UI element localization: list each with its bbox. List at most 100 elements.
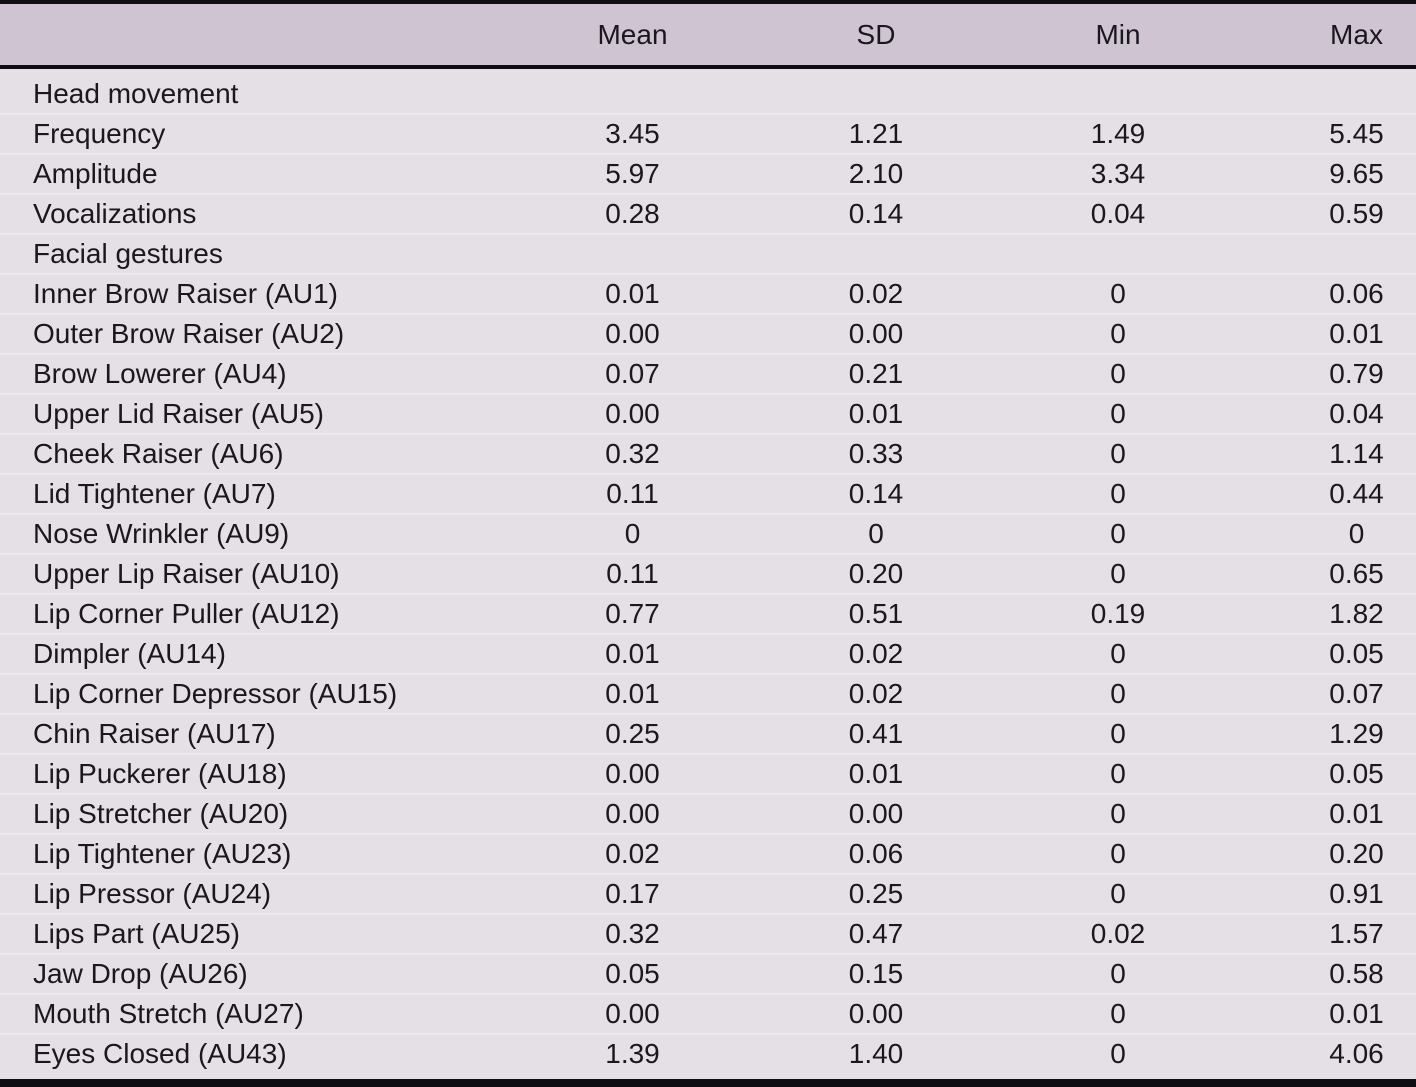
table-row: Chin Raiser (AU17) 0.25 0.41 0 1.29 — [0, 713, 1416, 754]
row-label: Inner Brow Raiser (AU1) — [0, 273, 510, 314]
cell-max: 0.20 — [1239, 833, 1416, 874]
cell-sd: 0 — [755, 513, 997, 554]
table-bottom-rule — [0, 1079, 1416, 1087]
section-label: Head movement — [0, 67, 510, 114]
row-label: Upper Lip Raiser (AU10) — [0, 553, 510, 594]
cell-min: 0 — [997, 833, 1239, 874]
cell-max: 0.07 — [1239, 673, 1416, 714]
row-label: Lips Part (AU25) — [0, 913, 510, 954]
table-row: Jaw Drop (AU26) 0.05 0.15 0 0.58 — [0, 953, 1416, 994]
column-header-min: Min — [997, 4, 1239, 69]
section-row: Head movement — [0, 67, 1416, 114]
cell-sd — [755, 67, 997, 114]
cell-min: 0.19 — [997, 593, 1239, 634]
table-row: Upper Lip Raiser (AU10) 0.11 0.20 0 0.65 — [0, 553, 1416, 594]
cell-mean: 3.45 — [510, 113, 755, 154]
cell-mean: 1.39 — [510, 1033, 755, 1079]
cell-sd: 1.40 — [755, 1033, 997, 1079]
cell-max: 4.06 — [1239, 1033, 1416, 1079]
cell-mean: 0.32 — [510, 433, 755, 474]
cell-min: 0 — [997, 513, 1239, 554]
cell-mean: 0.00 — [510, 313, 755, 354]
cell-max — [1239, 233, 1416, 274]
cell-max: 0.91 — [1239, 873, 1416, 914]
cell-min: 0 — [997, 793, 1239, 834]
row-label: Amplitude — [0, 153, 510, 194]
cell-sd: 0.00 — [755, 313, 997, 354]
cell-min: 0 — [997, 273, 1239, 314]
cell-max: 1.82 — [1239, 593, 1416, 634]
cell-max: 0.59 — [1239, 193, 1416, 234]
cell-max: 0.58 — [1239, 953, 1416, 994]
cell-max: 0.04 — [1239, 393, 1416, 434]
cell-mean: 0.01 — [510, 673, 755, 714]
cell-sd: 0.25 — [755, 873, 997, 914]
row-label: Lid Tightener (AU7) — [0, 473, 510, 514]
table-row: Lip Pressor (AU24) 0.17 0.25 0 0.91 — [0, 873, 1416, 914]
cell-max: 1.29 — [1239, 713, 1416, 754]
section-row: Facial gestures — [0, 233, 1416, 274]
section-label: Facial gestures — [0, 233, 510, 274]
cell-max: 0.01 — [1239, 993, 1416, 1034]
cell-max: 0.05 — [1239, 753, 1416, 794]
table-row: Nose Wrinkler (AU9) 0 0 0 0 — [0, 513, 1416, 554]
cell-mean — [510, 233, 755, 274]
row-label: Upper Lid Raiser (AU5) — [0, 393, 510, 434]
cell-min: 0 — [997, 633, 1239, 674]
table-row: Outer Brow Raiser (AU2) 0.00 0.00 0 0.01 — [0, 313, 1416, 354]
row-label: Lip Corner Puller (AU12) — [0, 593, 510, 634]
cell-sd — [755, 233, 997, 274]
cell-min: 0 — [997, 553, 1239, 594]
cell-mean: 0.00 — [510, 393, 755, 434]
cell-max — [1239, 67, 1416, 114]
cell-mean: 0.11 — [510, 473, 755, 514]
table-row: Frequency 3.45 1.21 1.49 5.45 — [0, 113, 1416, 154]
table-row: Lip Stretcher (AU20) 0.00 0.00 0 0.01 — [0, 793, 1416, 834]
table-row: Mouth Stretch (AU27) 0.00 0.00 0 0.01 — [0, 993, 1416, 1034]
cell-mean: 0.17 — [510, 873, 755, 914]
cell-min: 0 — [997, 753, 1239, 794]
cell-max: 0 — [1239, 513, 1416, 554]
table-row: Lip Corner Puller (AU12) 0.77 0.51 0.19 1.82 — [0, 593, 1416, 634]
row-label: Lip Stretcher (AU20) — [0, 793, 510, 834]
cell-max: 1.14 — [1239, 433, 1416, 474]
row-label: Lip Tightener (AU23) — [0, 833, 510, 874]
cell-sd: 0.02 — [755, 673, 997, 714]
cell-max: 0.01 — [1239, 793, 1416, 834]
cell-min: 0 — [997, 353, 1239, 394]
cell-sd: 0.21 — [755, 353, 997, 394]
cell-min — [997, 67, 1239, 114]
row-label: Mouth Stretch (AU27) — [0, 993, 510, 1034]
cell-sd: 0.01 — [755, 393, 997, 434]
table-header: Mean SD Min Max — [0, 4, 1416, 69]
cell-max: 5.45 — [1239, 113, 1416, 154]
table-row: Lid Tightener (AU7) 0.11 0.14 0 0.44 — [0, 473, 1416, 514]
cell-min: 0 — [997, 873, 1239, 914]
header-row: Mean SD Min Max — [0, 4, 1416, 69]
row-label: Lip Puckerer (AU18) — [0, 753, 510, 794]
cell-mean: 0.00 — [510, 993, 755, 1034]
table-row: Lips Part (AU25) 0.32 0.47 0.02 1.57 — [0, 913, 1416, 954]
cell-max: 0.01 — [1239, 313, 1416, 354]
cell-sd: 0.00 — [755, 793, 997, 834]
cell-sd: 0.02 — [755, 273, 997, 314]
cell-sd: 0.47 — [755, 913, 997, 954]
row-label: Lip Pressor (AU24) — [0, 873, 510, 914]
cell-sd: 0.01 — [755, 753, 997, 794]
cell-max: 0.05 — [1239, 633, 1416, 674]
cell-max: 0.44 — [1239, 473, 1416, 514]
row-label: Eyes Closed (AU43) — [0, 1033, 510, 1079]
cell-sd: 1.21 — [755, 113, 997, 154]
cell-max: 0.65 — [1239, 553, 1416, 594]
cell-mean: 0.77 — [510, 593, 755, 634]
cell-mean: 0.01 — [510, 273, 755, 314]
table-row: Cheek Raiser (AU6) 0.32 0.33 0 1.14 — [0, 433, 1416, 474]
cell-max: 0.06 — [1239, 273, 1416, 314]
cell-sd: 0.51 — [755, 593, 997, 634]
table-row: Eyes Closed (AU43) 1.39 1.40 0 4.06 — [0, 1033, 1416, 1079]
cell-mean: 0.02 — [510, 833, 755, 874]
cell-min: 0 — [997, 953, 1239, 994]
row-label: Lip Corner Depressor (AU15) — [0, 673, 510, 714]
table-row: Lip Corner Depressor (AU15) 0.01 0.02 0 0.07 — [0, 673, 1416, 714]
